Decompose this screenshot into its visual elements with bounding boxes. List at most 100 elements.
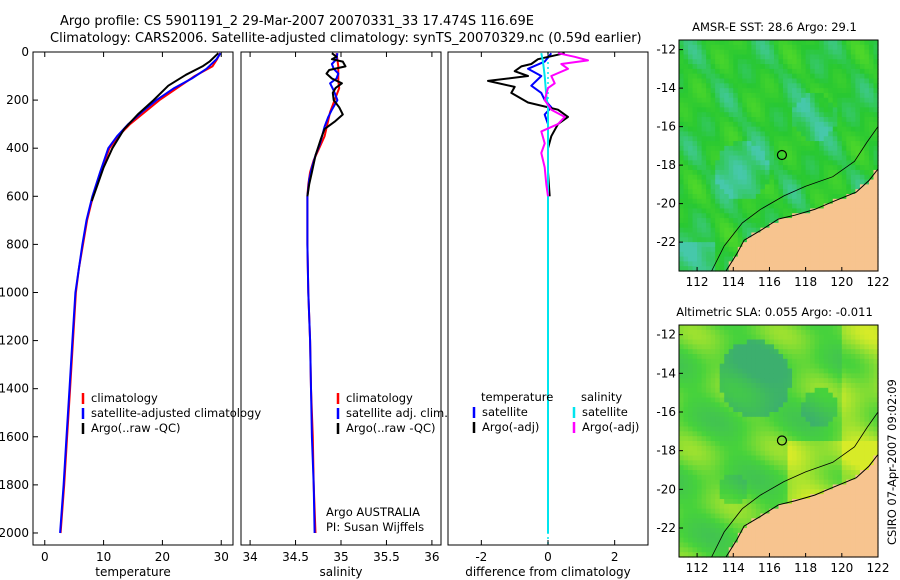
map-cell [855, 203, 861, 210]
map-cell [769, 49, 775, 56]
map-cell [873, 431, 879, 437]
map-cell [706, 431, 712, 437]
map-cell [773, 68, 780, 75]
map-cell [864, 383, 870, 389]
map-cell [746, 242, 752, 248]
map-cell [837, 261, 843, 267]
map-cell [742, 392, 748, 399]
map-cell [719, 518, 725, 524]
map-cell [742, 383, 748, 389]
sst-map-panel: 112 114 116 118 120 122-12-14-16-18-20-22AMSR… [656, 20, 889, 289]
map-cell [710, 358, 716, 365]
map-cell [823, 392, 829, 399]
y-tick-label: -20 [656, 482, 676, 496]
map-cell [778, 136, 784, 142]
map-cell [832, 499, 838, 505]
map-cell [837, 218, 843, 224]
map-cell [783, 445, 789, 452]
map-cell [769, 503, 775, 510]
map-cell [746, 165, 752, 171]
map-cell [746, 532, 752, 539]
map-cell [832, 537, 838, 544]
map-cell [710, 329, 716, 336]
map-cell [801, 474, 807, 481]
map-cell [737, 97, 743, 104]
map-cell [769, 358, 775, 365]
map-cell [733, 416, 739, 423]
map-cell [805, 261, 811, 267]
map-cell [773, 242, 780, 248]
map-cell [755, 155, 762, 161]
map-cell [773, 523, 780, 529]
map-cell [859, 334, 866, 341]
map-cell [787, 203, 793, 210]
map-cell [697, 179, 703, 185]
map-cell [828, 83, 834, 89]
map-cell [764, 194, 771, 200]
map-cell [837, 397, 843, 403]
map-cell [679, 542, 685, 548]
map-cell [868, 44, 875, 51]
map-cell [850, 112, 856, 118]
map-cell [850, 392, 856, 399]
map-cell [778, 237, 784, 243]
map-cell [719, 251, 725, 258]
map-cell [841, 363, 847, 370]
map-cell [683, 73, 689, 80]
map-cell [697, 407, 703, 413]
map-cell [805, 54, 811, 60]
map-cell [801, 354, 807, 360]
map-cell [850, 479, 856, 486]
map-cell [819, 266, 825, 272]
map-cell [706, 407, 712, 413]
map-cell [760, 218, 766, 224]
map-cell [819, 232, 825, 238]
map-cell [769, 489, 775, 495]
map-cell [868, 373, 875, 379]
map-cell [823, 179, 829, 185]
map-cell [801, 407, 807, 413]
map-cell [837, 378, 843, 384]
map-cell [850, 237, 856, 243]
map-cell [810, 450, 816, 457]
map-cell [683, 97, 689, 104]
map-cell [746, 431, 752, 437]
map-cell [868, 392, 875, 399]
map-cell [814, 494, 820, 500]
map-cell [710, 397, 716, 403]
map-cell [692, 349, 698, 355]
map-cell [715, 363, 721, 370]
map-cell [769, 169, 775, 176]
map-cell [778, 329, 784, 336]
map-cell [751, 508, 757, 515]
map-cell [701, 325, 707, 331]
map-cell [773, 358, 780, 365]
map-cell [855, 141, 861, 147]
map-cell [864, 83, 870, 89]
map-cell [805, 532, 811, 539]
map-cell [837, 179, 843, 185]
map-cell [742, 189, 748, 195]
map-cell [828, 92, 834, 99]
map-cell [724, 329, 730, 336]
map-cell [868, 431, 875, 437]
map-cell [801, 68, 807, 75]
map-cell [823, 474, 829, 481]
map-cell [850, 203, 856, 210]
map-cell [755, 117, 762, 123]
map-cell [841, 460, 847, 466]
map-cell [715, 431, 721, 437]
map-cell [751, 537, 757, 544]
map-cell [832, 358, 838, 365]
map-cell [823, 421, 829, 428]
map-cell [679, 169, 685, 176]
map-cell [728, 121, 734, 128]
map-cell [706, 460, 712, 466]
map-cell [728, 155, 734, 161]
map-cell [868, 107, 875, 113]
map-cell [792, 441, 798, 447]
map-cell [746, 237, 752, 243]
map-cell [683, 392, 689, 399]
map-cell [855, 542, 861, 548]
map-cell [701, 155, 707, 161]
